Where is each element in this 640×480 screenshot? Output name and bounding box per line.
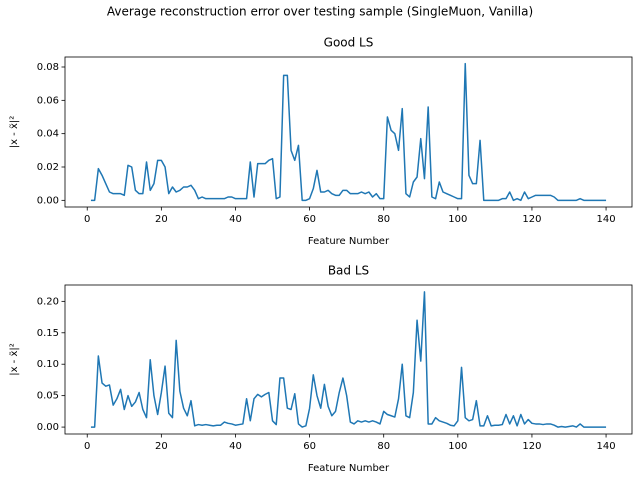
x-tick-label: 80	[377, 441, 390, 452]
y-tick-label: 0.00	[37, 422, 59, 433]
x-tick-label: 120	[522, 214, 541, 225]
y-tick-label: 0.05	[37, 391, 59, 402]
y-tick-label: 0.08	[37, 62, 59, 73]
data-line	[90, 62, 607, 202]
x-tick-label: 0	[84, 441, 90, 452]
y-tick-label: 0.04	[37, 129, 59, 140]
figure-title: Average reconstruction error over testin…	[107, 5, 533, 19]
subplot-title: Good LS	[324, 36, 374, 50]
y-tick-label: 0.02	[37, 162, 59, 173]
x-tick-label: 140	[597, 441, 616, 452]
y-tick-label: 0.20	[37, 296, 59, 307]
y-axis-label: |x - x̃|²	[8, 116, 20, 149]
x-tick-label: 100	[448, 214, 467, 225]
x-axis-label: Feature Number	[308, 463, 390, 474]
x-axis-label: Feature Number	[308, 236, 390, 247]
x-tick-label: 0	[84, 214, 90, 225]
x-tick-label: 140	[597, 214, 616, 225]
x-tick-label: 20	[155, 214, 168, 225]
x-tick-label: 20	[155, 441, 168, 452]
data-line	[90, 291, 607, 428]
x-tick-label: 80	[377, 214, 390, 225]
x-tick-label: 60	[303, 214, 316, 225]
y-tick-label: 0.06	[37, 95, 59, 106]
x-tick-label: 60	[303, 441, 316, 452]
axes-frame	[64, 56, 633, 208]
y-tick-label: 0.15	[37, 328, 59, 339]
x-tick-label: 100	[448, 441, 467, 452]
y-tick-label: 0.00	[37, 195, 59, 206]
y-axis-label: |x - x̃|²	[8, 343, 20, 376]
subplot-title: Bad LS	[328, 264, 369, 278]
x-tick-label: 40	[229, 441, 242, 452]
y-tick-label: 0.10	[37, 359, 59, 370]
x-tick-label: 120	[522, 441, 541, 452]
x-tick-label: 40	[229, 214, 242, 225]
axes-frame	[64, 284, 633, 435]
